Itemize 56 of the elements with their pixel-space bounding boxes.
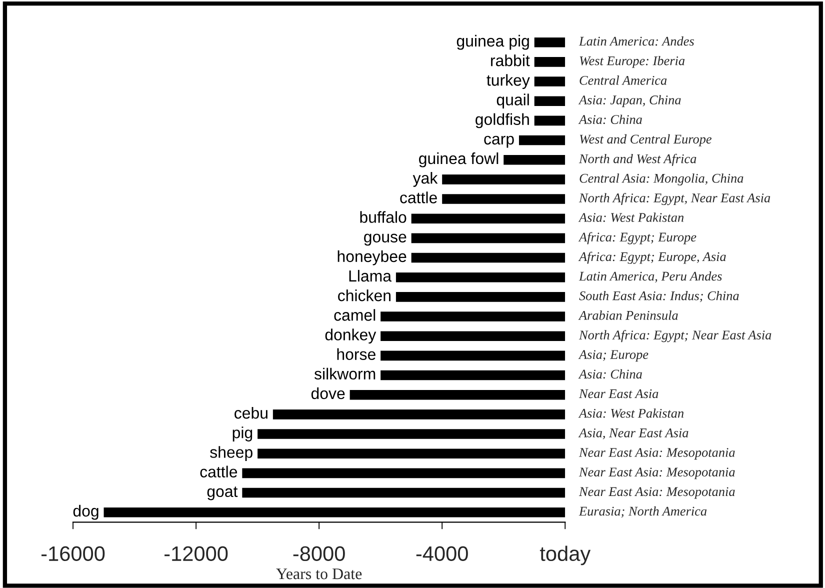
text: North and West Africa bbox=[578, 154, 696, 166]
y-tick-label: gouse bbox=[364, 234, 406, 246]
text: South East Asia: Indus; China bbox=[579, 290, 739, 302]
x-tick-label: -4000 bbox=[416, 546, 468, 562]
y-tick-label: camel bbox=[334, 309, 376, 321]
y-tick-label: guinea fowl bbox=[419, 152, 498, 168]
y-tick-label: sheep bbox=[210, 446, 252, 462]
y-tick-label: quail bbox=[496, 94, 529, 109]
y-tick-label: rabbit bbox=[491, 54, 530, 66]
y-tick-label: dog bbox=[73, 504, 98, 520]
text: Africa: Egypt; Europe bbox=[578, 232, 696, 244]
y-tick-label: cattle bbox=[400, 192, 437, 204]
y-tick-label: cattle bbox=[200, 466, 238, 478]
text: Central Asia: Mongolia, China bbox=[580, 173, 744, 186]
y-tick-label: guinea pig bbox=[456, 34, 529, 50]
text: Asia: China bbox=[578, 369, 642, 379]
text: Asia: West Pakistan bbox=[578, 212, 684, 222]
text: Near East Asia: Mesopotania bbox=[578, 468, 735, 480]
text: Arabian Peninsula bbox=[578, 310, 678, 320]
x-tick-label: today bbox=[540, 546, 591, 566]
y-tick-label: chicken bbox=[338, 290, 390, 302]
text: Africa: Egypt; Europe, Asia bbox=[578, 252, 726, 264]
text: Near East Asia: Mesopotania bbox=[578, 487, 735, 499]
x-axis-title: Years to Date bbox=[276, 568, 362, 580]
y-tick-label: donkey bbox=[325, 328, 376, 344]
x-tick-label: -12000 bbox=[164, 546, 228, 562]
y-tick-label: goldfish bbox=[476, 113, 529, 128]
y-tick-label: Llama bbox=[349, 270, 392, 282]
x-tick-label: -16000 bbox=[42, 546, 105, 562]
text: Latin America, Peru Andes bbox=[578, 271, 722, 283]
y-tick-label: pig bbox=[232, 426, 252, 442]
y-tick-label: dove bbox=[311, 387, 345, 400]
y-tick-label: carp bbox=[484, 136, 514, 148]
y-tick-label: honeybee bbox=[338, 250, 406, 266]
y-tick-label: buffalo bbox=[360, 211, 406, 223]
text: Asia, Near East Asia bbox=[578, 428, 688, 440]
text: Latin America: Andes bbox=[578, 36, 694, 46]
text: Asia; Europe bbox=[578, 350, 648, 362]
text: Central America bbox=[580, 76, 667, 85]
x-tick-label: -8000 bbox=[293, 546, 345, 562]
text: Near East Asia: Mesopotania bbox=[578, 448, 735, 460]
text: North Africa: Egypt, Near East Asia bbox=[578, 192, 770, 206]
y-tick-label: horse bbox=[337, 348, 376, 360]
text: Eurasia; North America bbox=[578, 506, 707, 518]
y-tick-label: goat bbox=[207, 486, 238, 500]
text: West Europe: Iberia bbox=[580, 56, 685, 68]
text: Asia: Japan, China bbox=[578, 95, 681, 108]
text: Asia: West Pakistan bbox=[578, 408, 684, 418]
y-tick-label: turkey bbox=[486, 74, 530, 89]
text: West and Central Europe bbox=[580, 134, 712, 146]
y-tick-label: yak bbox=[412, 172, 438, 187]
text: Near East Asia bbox=[578, 389, 658, 398]
y-tick-label: cebu bbox=[234, 406, 268, 419]
text: Asia: China bbox=[578, 114, 642, 124]
y-tick-label: silkworm bbox=[314, 368, 376, 380]
text: North Africa: Egypt; Near East Asia bbox=[578, 330, 772, 342]
